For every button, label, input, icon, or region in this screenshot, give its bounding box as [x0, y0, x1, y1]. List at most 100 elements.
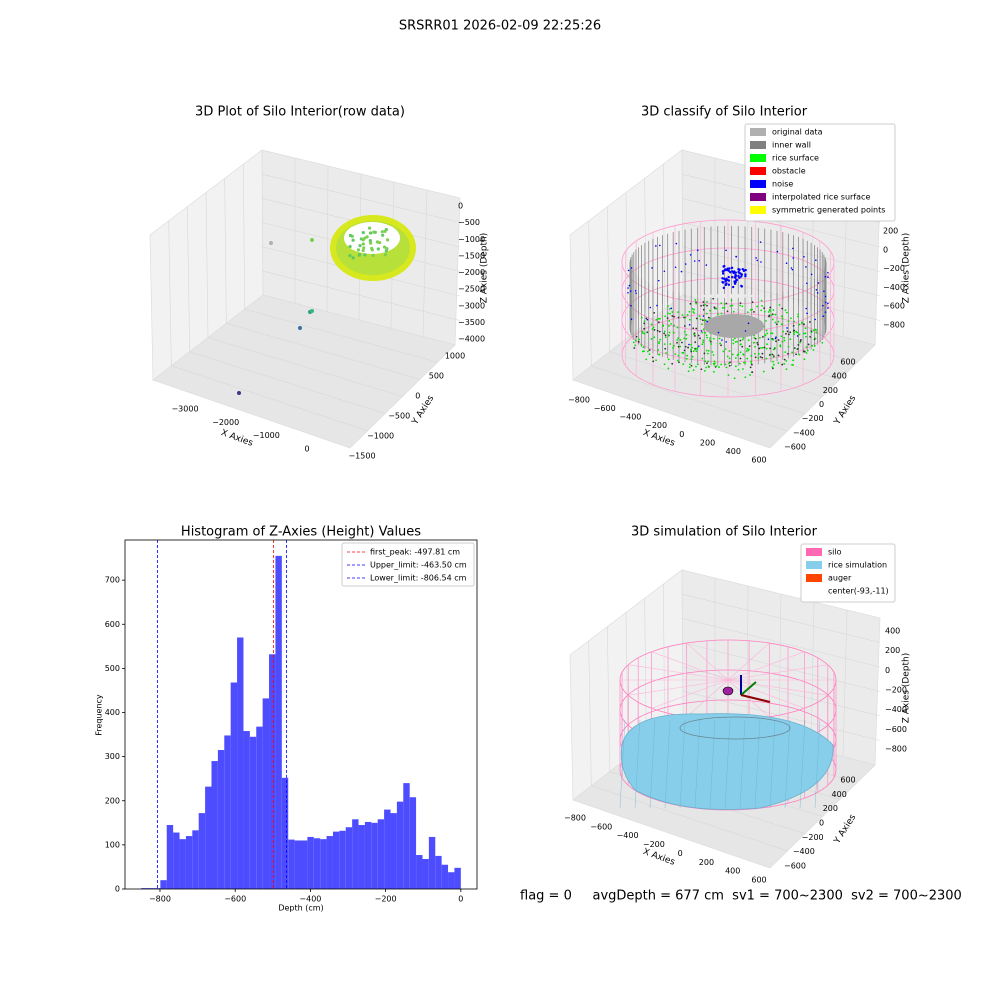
point [758, 347, 761, 350]
wire [686, 679, 729, 718]
point [659, 317, 661, 320]
point [760, 299, 763, 302]
point [812, 329, 815, 332]
y-tick-label: −600 [784, 862, 806, 871]
x-tick-label: 0 [679, 430, 684, 439]
point [799, 341, 802, 344]
point [638, 338, 641, 341]
point [721, 272, 725, 275]
point [664, 336, 667, 339]
pane-grid [681, 690, 881, 741]
point [681, 341, 683, 344]
point [792, 257, 795, 259]
x-tick-label: −800 [568, 396, 590, 405]
wire [686, 642, 729, 681]
y-tick-label: 400 [832, 790, 847, 799]
point [810, 273, 813, 276]
point [650, 338, 653, 340]
pane-grid [644, 598, 647, 744]
bar [352, 819, 359, 889]
point [816, 292, 819, 294]
bar [377, 819, 385, 889]
point [371, 253, 375, 257]
point [703, 352, 706, 355]
point [805, 346, 808, 348]
point [783, 362, 786, 365]
point [385, 238, 390, 242]
legend-label: rice simulation [828, 561, 887, 570]
point [361, 242, 365, 246]
point [673, 315, 675, 318]
wire [727, 664, 828, 681]
point [762, 370, 765, 373]
y-tick-label: 100 [105, 840, 120, 849]
point [679, 339, 682, 341]
x-axis-label: X Axies [641, 847, 676, 868]
point [803, 255, 805, 258]
point [688, 323, 691, 326]
y-tick-label: 0 [115, 885, 120, 894]
z-tick-label: −2500 [458, 285, 485, 294]
z-tick-label: −400 [885, 705, 907, 714]
point [368, 239, 372, 243]
point [772, 356, 775, 359]
point [677, 316, 680, 319]
point [370, 248, 374, 252]
point [690, 343, 692, 346]
point [684, 263, 687, 265]
point [725, 282, 728, 285]
point [351, 256, 355, 260]
point [681, 351, 684, 354]
y-tick-label: 500 [105, 664, 120, 673]
point [746, 311, 749, 314]
legend-label: original data [772, 128, 823, 137]
point [348, 254, 352, 258]
point [771, 366, 774, 369]
point [722, 350, 725, 353]
y-tick-label: 0 [819, 400, 824, 409]
point [713, 306, 716, 309]
bar [448, 872, 455, 889]
point [687, 370, 690, 373]
point [773, 346, 776, 349]
point [822, 315, 825, 318]
point [806, 312, 808, 315]
legend-swatch [750, 167, 766, 175]
point [747, 339, 750, 342]
point [706, 301, 708, 303]
point [748, 345, 751, 348]
point [666, 305, 669, 307]
point [269, 241, 273, 245]
surface-mesh [724, 719, 731, 809]
point [655, 245, 657, 247]
pane-grid [261, 270, 461, 321]
point [750, 360, 753, 363]
point [755, 257, 757, 259]
x-tick-label: −3000 [171, 405, 198, 414]
axis-arrow [740, 694, 771, 703]
point [768, 308, 771, 311]
point [705, 312, 708, 315]
point [754, 345, 756, 348]
point [663, 363, 666, 366]
point [653, 311, 656, 314]
point [798, 323, 801, 326]
point [668, 308, 671, 310]
x-axis-label: X Axies [219, 428, 254, 449]
point [769, 347, 771, 350]
legend-label: auger [828, 574, 852, 583]
point [723, 269, 726, 272]
pane-grid [591, 365, 788, 432]
legend-swatch [750, 193, 766, 201]
point [671, 362, 674, 365]
point [747, 349, 750, 352]
bar [211, 761, 218, 889]
point [766, 332, 769, 335]
surface [620, 713, 834, 810]
legend-label: inner wall [772, 141, 811, 150]
point [717, 313, 719, 316]
point [689, 318, 691, 321]
axes-panes [149, 149, 461, 449]
bar [320, 839, 327, 889]
point [759, 241, 762, 243]
